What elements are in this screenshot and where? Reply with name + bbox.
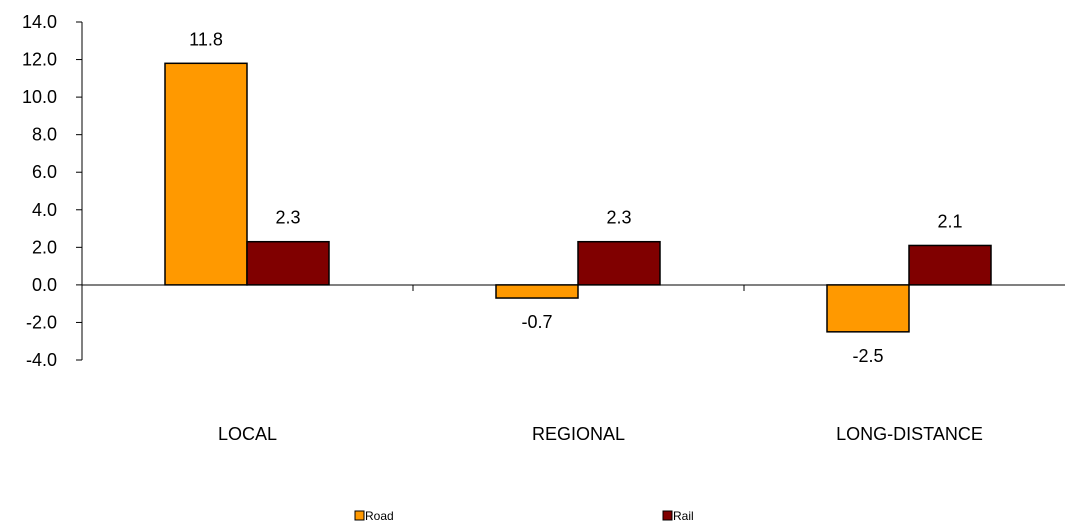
bar-road-regional bbox=[495, 284, 579, 299]
y-tick-label: 8.0 bbox=[32, 125, 57, 145]
bar-rail-long-distance bbox=[908, 244, 992, 286]
category-label: LOCAL bbox=[218, 424, 277, 444]
bar-road-local bbox=[164, 62, 248, 286]
y-tick-label: 14.0 bbox=[22, 12, 57, 32]
data-labels: 11.8 2.3 -0.7 2.3 -2.5 2.1 bbox=[189, 29, 962, 366]
data-label: 11.8 bbox=[189, 29, 223, 49]
data-label: -0.7 bbox=[521, 312, 552, 332]
y-tick-label: 2.0 bbox=[32, 237, 57, 257]
y-tick-label: 6.0 bbox=[32, 162, 57, 182]
data-label: 2.3 bbox=[275, 208, 300, 228]
y-tick-label: 4.0 bbox=[32, 200, 57, 220]
category-label: LONG-DISTANCE bbox=[836, 424, 983, 444]
bar-rail-local bbox=[246, 240, 330, 286]
category-label: REGIONAL bbox=[532, 424, 625, 444]
data-label: 2.1 bbox=[937, 211, 962, 231]
y-axis: -4.0 -2.0 0.0 2.0 4.0 6.0 8.0 10.0 12.0 14.0 bbox=[22, 12, 83, 370]
y-tick-label: -2.0 bbox=[26, 312, 57, 332]
legend-label-road: Road bbox=[365, 509, 394, 523]
legend-swatch-road bbox=[354, 510, 365, 521]
data-label: -2.5 bbox=[852, 346, 883, 366]
y-tick-label: 0.0 bbox=[32, 275, 57, 295]
bar-rail-regional bbox=[577, 240, 661, 286]
data-label: 2.3 bbox=[606, 208, 631, 228]
y-tick-label: 10.0 bbox=[22, 87, 57, 107]
category-labels: LOCAL REGIONAL LONG-DISTANCE bbox=[218, 424, 983, 444]
bars bbox=[164, 62, 992, 333]
legend-label-rail: Rail bbox=[673, 509, 694, 523]
y-tick-label: -4.0 bbox=[26, 350, 57, 370]
bar-road-long-distance bbox=[826, 284, 910, 333]
y-tick-label: 12.0 bbox=[22, 50, 57, 70]
legend: Road Rail bbox=[354, 509, 694, 523]
legend-swatch-rail bbox=[662, 510, 673, 521]
